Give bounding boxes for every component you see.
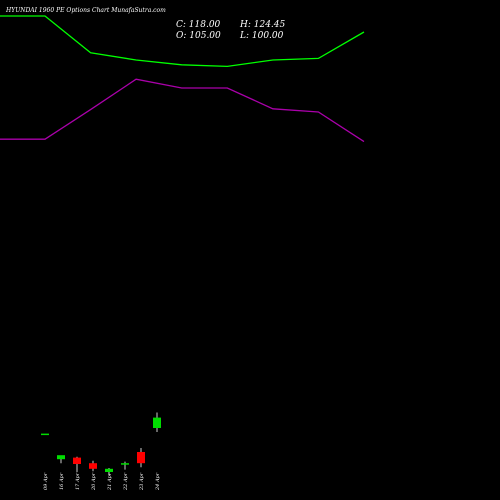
- date-label: 22 Apr: [123, 472, 129, 491]
- candle-body: [57, 455, 65, 460]
- band-line-green: [0, 15, 365, 68]
- band-line-purple: [0, 78, 365, 143]
- candle-body: [73, 457, 81, 464]
- low-value: L: 100.00: [240, 31, 284, 41]
- date-label: 24 Apr: [155, 472, 161, 491]
- candle-17-apr: [73, 456, 81, 472]
- candle-20-apr: [89, 460, 97, 472]
- date-label: 23 Apr: [139, 472, 145, 491]
- candle-body: [105, 468, 113, 472]
- open-value: O: 105.00: [176, 31, 221, 41]
- candle-body: [89, 463, 97, 469]
- close-value: C: 118.00: [176, 20, 221, 30]
- date-label: 21 Apr: [107, 472, 113, 491]
- high-value: H: 124.45: [240, 20, 286, 30]
- candle-body: [153, 417, 161, 428]
- candle-body: [121, 463, 129, 465]
- candle-body: [41, 433, 49, 436]
- candle-09-apr: [41, 433, 49, 436]
- candle-23-apr: [137, 448, 145, 468]
- candle-21-apr: [105, 468, 113, 476]
- candle-22-apr: [121, 461, 129, 470]
- date-label: 17 Apr: [75, 472, 81, 490]
- candle-16-apr: [57, 455, 65, 464]
- chart-title: HYUNDAI 1960 PE Options Chart MunafaSutr…: [6, 7, 166, 14]
- candle-body: [137, 452, 145, 464]
- date-label: 20 Apr: [91, 472, 97, 491]
- date-label: 16 Apr: [59, 472, 65, 490]
- candle-24-apr: [153, 412, 161, 432]
- date-label: 09 Apr: [43, 472, 49, 490]
